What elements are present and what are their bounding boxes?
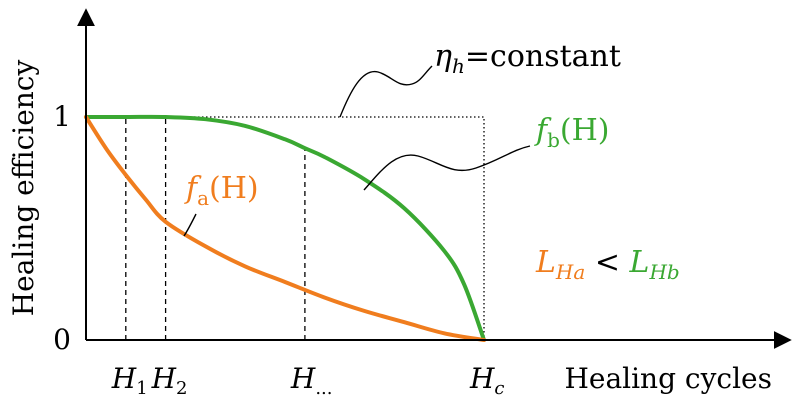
series-line-b bbox=[84, 114, 486, 342]
axes bbox=[77, 8, 792, 349]
x-tick-label-1: H1 bbox=[111, 362, 148, 397]
x-axis-label: Healing cycles bbox=[564, 362, 772, 395]
labels: 0 1 H1 H2 H... Hc Healing cycles Healing effici… bbox=[7, 39, 772, 397]
leader-line-fa bbox=[183, 213, 197, 237]
inequality-annotation: LHa < LHb bbox=[535, 245, 680, 284]
y-tick-label-1: 1 bbox=[53, 100, 71, 133]
leader-line-fb bbox=[363, 145, 531, 191]
y-axis-label: Healing efficiency bbox=[7, 60, 40, 317]
x-tick-label-3: H... bbox=[290, 362, 333, 397]
series-line-constant bbox=[86, 116, 485, 340]
y-tick-label-0: 0 bbox=[53, 323, 71, 356]
series-label-constant: ηh=constant bbox=[434, 39, 621, 78]
x-tick-label-4: Hc bbox=[469, 362, 505, 397]
guide-lines bbox=[125, 117, 306, 340]
series-line-a bbox=[84, 115, 486, 342]
series-label-fa: fa(H) bbox=[184, 171, 259, 210]
leader-lines bbox=[183, 65, 531, 237]
x-tick-label-2: H2 bbox=[151, 362, 188, 397]
series-label-fb: fb(H) bbox=[534, 113, 610, 152]
leader-line-constant bbox=[339, 65, 433, 118]
series-lines bbox=[84, 114, 486, 342]
